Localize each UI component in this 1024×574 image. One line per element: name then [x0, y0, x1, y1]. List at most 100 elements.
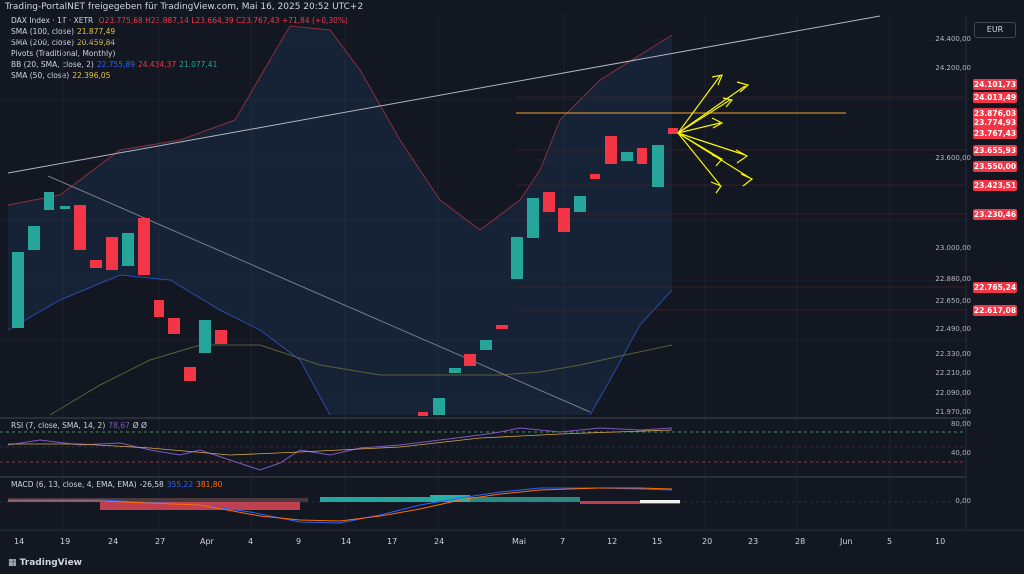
candle [74, 205, 86, 250]
price-level: 22.210,00 [935, 369, 971, 377]
price-badge: 23.423,51 [973, 180, 1017, 191]
currency-button[interactable]: EUR [974, 22, 1016, 38]
candle [106, 237, 118, 270]
candle [543, 192, 555, 212]
date-label: 9 [296, 537, 302, 546]
candle [44, 192, 54, 210]
candle [215, 330, 227, 344]
rsi-line [7, 427, 673, 471]
candle [138, 218, 150, 275]
price-level: 24.400,00 [935, 35, 971, 43]
date-label: 24 [434, 537, 445, 546]
price-level: 22.330,00 [935, 350, 971, 358]
rsi-legend[interactable]: RSI (7, close, SMA, 14, 2) 78,67 Ø Ø [11, 421, 147, 430]
bb-fill [8, 26, 672, 415]
price-level: 22.650,00 [935, 297, 971, 305]
date-label: 19 [60, 537, 71, 546]
legend-sma100[interactable]: SMA (100, close) 21.877,49 [11, 27, 116, 36]
legend-ohlc: O23.775,68 H23.887,14 L23.664,39 C23.767… [98, 16, 348, 25]
projection-arrows [677, 74, 754, 194]
date-label: 4 [248, 537, 254, 546]
rsi-level: 80,00 [950, 420, 971, 428]
rsi-sma-line [8, 429, 673, 456]
candle [184, 367, 196, 381]
legend-sma50[interactable]: SMA (50, close) 22.396,05 [11, 71, 111, 80]
date-label: 15 [652, 537, 663, 546]
candle [574, 196, 586, 212]
price-level: 22.490,00 [935, 325, 971, 333]
price-level: 23.000,00 [935, 244, 971, 252]
date-label: 10 [935, 537, 946, 546]
candle [511, 237, 523, 279]
share-header: Trading-PortalNET freigegeben für Tradin… [5, 2, 364, 12]
date-label: 12 [607, 537, 618, 546]
price-badge: 23.774,93 [973, 117, 1017, 128]
candle [496, 325, 508, 329]
price-badge: 23.767,43 [973, 128, 1017, 139]
bb-lower-line [7, 274, 331, 416]
date-label: Apr [200, 537, 214, 546]
candle [199, 320, 211, 353]
macd-level: 0,00 [955, 497, 971, 505]
date-label: 23 [748, 537, 759, 546]
candle [605, 136, 617, 164]
macd-signal-line [8, 487, 673, 522]
price-level: 24.200,00 [935, 64, 971, 72]
date-label: 28 [795, 537, 806, 546]
bb-lower-line-2 [589, 289, 673, 416]
candle [637, 148, 647, 164]
date-label: 27 [155, 537, 166, 546]
rising-trendline [7, 15, 881, 174]
date-label: 7 [560, 537, 566, 546]
candle [558, 208, 570, 232]
price-badge: 24.101,73 [973, 79, 1017, 90]
candle [590, 174, 600, 179]
price-badge: 23.655,93 [973, 145, 1017, 156]
candle [621, 152, 633, 161]
candle [449, 368, 461, 373]
date-label: 20 [702, 537, 713, 546]
candle [418, 412, 428, 416]
price-level: 22.880,00 [935, 275, 971, 283]
macd-histogram [8, 495, 680, 510]
price-badge: 23.876,03 [973, 108, 1017, 119]
candle [122, 233, 134, 266]
candle [480, 340, 492, 350]
falling-trendline [47, 175, 591, 413]
date-label: 14 [341, 537, 352, 546]
price-level: 23.600,00 [935, 154, 971, 162]
candle [90, 260, 102, 268]
tradingview-logo[interactable]: ▦ TradingView [8, 558, 82, 568]
candle [12, 252, 24, 328]
candle [168, 318, 180, 334]
legend-symbol[interactable]: DAX Index · 1T · XETR O23.775,68 H23.887… [11, 16, 348, 25]
price-badge: 23.230,46 [973, 209, 1017, 220]
price-badge: 23.550,00 [973, 161, 1017, 172]
candle [60, 206, 70, 209]
candle [652, 145, 664, 187]
date-label: 17 [387, 537, 398, 546]
price-badge: 24.013,49 [973, 92, 1017, 103]
candle [464, 354, 476, 366]
date-label: Jun [840, 537, 853, 546]
candle [433, 398, 445, 415]
pivot-lines [516, 96, 966, 311]
date-label: 5 [887, 537, 893, 546]
date-label: 14 [14, 537, 25, 546]
candle [668, 128, 678, 134]
legend-sma200[interactable]: SMA (200, close) 20.459,84 [11, 38, 116, 47]
legend-bb[interactable]: BB (20, SMA, close, 2) 22.755,89 24.434,37… [11, 60, 218, 69]
price-badge: 22.765,24 [973, 282, 1017, 293]
rsi-level: 40,00 [950, 449, 971, 457]
price-level: 21.970,00 [935, 408, 971, 416]
price-badge: 22.617,08 [973, 305, 1017, 316]
macd-legend[interactable]: MACD (6, 13, close, 4, EMA, EMA) -26,58 35… [11, 480, 223, 489]
candle [28, 226, 40, 250]
candle [154, 300, 164, 317]
candles [12, 128, 678, 416]
date-label: Mai [512, 537, 527, 546]
date-label: 24 [108, 537, 119, 546]
candle [527, 198, 539, 238]
